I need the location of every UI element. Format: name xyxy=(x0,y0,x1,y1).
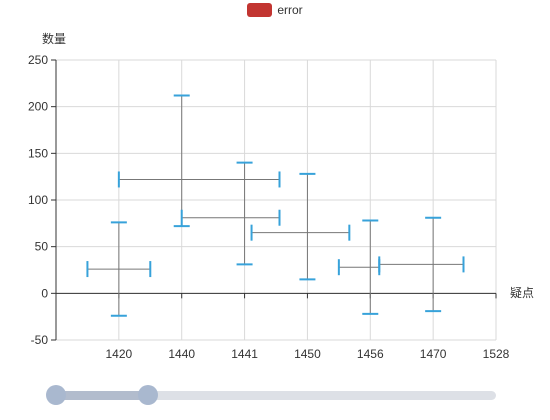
x-tick-label: 1456 xyxy=(357,347,384,360)
x-tick-label: 1441 xyxy=(231,347,258,360)
legend-label[interactable]: error xyxy=(277,3,303,17)
chart-legend[interactable]: error xyxy=(0,3,550,17)
x-tick-label: 1420 xyxy=(106,347,133,360)
grid-lines xyxy=(56,59,497,341)
legend-swatch[interactable] xyxy=(247,3,273,17)
zoom-slider-track[interactable] xyxy=(56,391,496,400)
y-tick-label: 250 xyxy=(28,53,48,67)
y-tick-label: 0 xyxy=(41,286,48,300)
x-tick-label: 1440 xyxy=(168,347,195,360)
zoom-slider-end-handle[interactable] xyxy=(138,385,158,405)
zoom-slider-start-handle[interactable] xyxy=(46,385,66,405)
y-tick-label: 100 xyxy=(28,193,48,207)
y-tick-label: 50 xyxy=(35,240,49,254)
error-marks[interactable] xyxy=(86,94,465,317)
y-tick-label: 150 xyxy=(28,146,48,160)
zoom-slider-range[interactable] xyxy=(56,391,148,400)
y-tick-label: 200 xyxy=(28,100,48,114)
y-tick-label: -50 xyxy=(31,333,49,347)
x-axis-title: 疑点 xyxy=(510,285,534,300)
error-bar-chart: 数量 疑点 -50 0 50 100 150 200 250 1420 1440 1441 1450… xyxy=(28,31,534,360)
x-tick-label: 1450 xyxy=(294,347,321,360)
x-tick-label: 1528 xyxy=(483,347,510,360)
y-axis-title: 数量 xyxy=(42,31,66,46)
x-tick-label: 1470 xyxy=(420,347,447,360)
axes: -50 0 50 100 150 200 250 1420 1440 1441 1450 1456 14… xyxy=(28,53,510,360)
